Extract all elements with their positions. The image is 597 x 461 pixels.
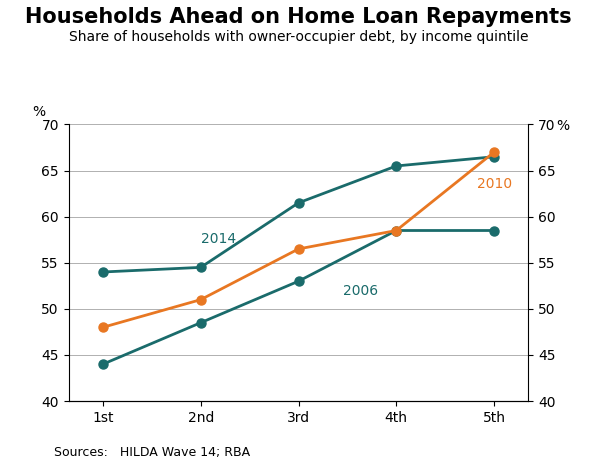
Text: 2010: 2010 [476, 177, 512, 191]
Text: 2014: 2014 [201, 232, 236, 246]
Y-axis label: %: % [32, 105, 45, 119]
Text: Share of households with owner-occupier debt, by income quintile: Share of households with owner-occupier … [69, 30, 528, 44]
Text: Sources:   HILDA Wave 14; RBA: Sources: HILDA Wave 14; RBA [54, 446, 250, 459]
Text: 2006: 2006 [343, 284, 378, 298]
Y-axis label: %: % [556, 119, 570, 133]
Text: Households Ahead on Home Loan Repayments: Households Ahead on Home Loan Repayments [25, 7, 572, 27]
